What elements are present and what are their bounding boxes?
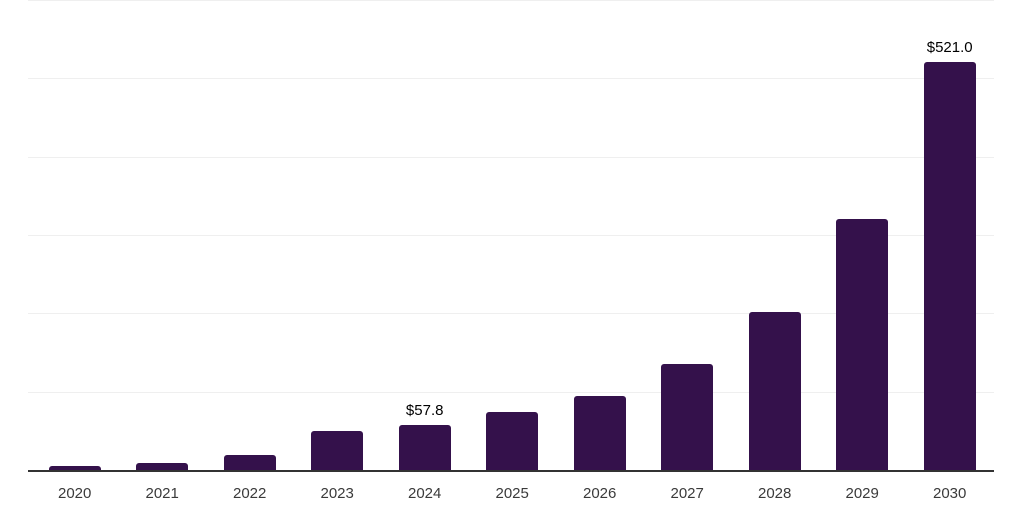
x-tick-2027: 2027 — [670, 485, 704, 502]
x-tick-2030: 2030 — [933, 485, 967, 502]
x-tick-2023: 2023 — [320, 485, 354, 502]
value-label-2024: $57.8 — [405, 401, 444, 419]
gridline-600 — [28, 0, 994, 1]
bar-2028 — [748, 311, 801, 470]
gridline-500 — [28, 78, 994, 80]
x-tick-2029: 2029 — [845, 485, 879, 502]
bar-2029 — [836, 219, 889, 470]
bar-2022 — [223, 454, 276, 470]
bar-2020 — [48, 466, 101, 470]
x-tick-2026: 2026 — [583, 485, 617, 502]
gridline-100 — [28, 391, 994, 393]
x-tick-2022: 2022 — [233, 485, 267, 502]
plot-area: $57.8 $521.0 — [28, 0, 994, 472]
bar-2023 — [311, 430, 364, 470]
gridline-200 — [28, 313, 994, 315]
value-label-2030: $521.0 — [926, 38, 973, 56]
x-tick-2025: 2025 — [495, 485, 529, 502]
bar-2030 — [923, 61, 976, 470]
x-axis: 2020 2021 2022 2023 2024 2025 2026 2027 2028 2029… — [28, 472, 994, 512]
bar-2026 — [573, 395, 626, 470]
bar-2025 — [486, 412, 539, 470]
x-tick-2024: 2024 — [408, 485, 442, 502]
bar-2021 — [136, 462, 189, 470]
gridline-300 — [28, 235, 994, 236]
x-tick-2020: 2020 — [58, 485, 92, 502]
gridline-400 — [28, 156, 994, 158]
x-tick-2028: 2028 — [758, 485, 792, 502]
bar-2027 — [661, 364, 714, 470]
bar-2024 — [398, 424, 451, 470]
x-tick-2021: 2021 — [145, 485, 179, 502]
